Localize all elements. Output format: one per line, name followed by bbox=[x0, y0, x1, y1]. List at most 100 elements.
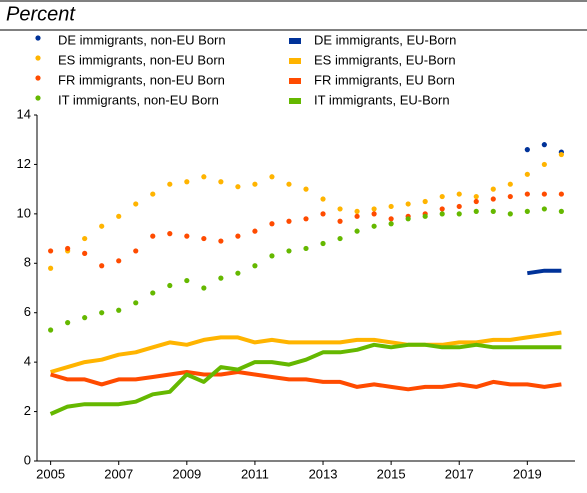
data-dot bbox=[422, 213, 428, 219]
data-dot bbox=[439, 206, 445, 212]
legend-marker bbox=[35, 35, 41, 41]
data-dot bbox=[252, 228, 258, 234]
data-dot bbox=[541, 142, 547, 148]
y-tick-label: 8 bbox=[24, 255, 31, 270]
data-dot bbox=[388, 221, 394, 227]
y-tick-label: 10 bbox=[17, 205, 31, 220]
legend-marker bbox=[289, 78, 301, 84]
data-dot bbox=[456, 211, 462, 217]
data-dot bbox=[133, 300, 139, 306]
data-dot bbox=[490, 208, 496, 214]
data-line bbox=[50, 330, 562, 374]
data-dot bbox=[320, 196, 326, 202]
data-dot bbox=[150, 290, 156, 296]
data-dot bbox=[371, 206, 377, 212]
data-dot bbox=[235, 184, 241, 190]
y-tick-label: 4 bbox=[24, 354, 31, 369]
data-dot bbox=[99, 223, 105, 229]
data-dot bbox=[167, 282, 173, 289]
data-dot bbox=[167, 231, 173, 237]
data-line bbox=[50, 370, 562, 392]
data-dot bbox=[65, 320, 71, 326]
data-dot bbox=[133, 201, 139, 207]
data-dot bbox=[541, 161, 547, 168]
legend-label: ES immigrants, non-EU Born bbox=[58, 52, 225, 67]
data-dot bbox=[150, 191, 156, 197]
data-dot bbox=[388, 216, 394, 222]
data-dot bbox=[320, 240, 326, 247]
data-dot bbox=[150, 233, 156, 239]
data-dot bbox=[116, 213, 122, 219]
data-dot bbox=[405, 216, 411, 222]
data-dot bbox=[473, 198, 479, 205]
data-dot bbox=[184, 179, 190, 185]
data-dot bbox=[371, 211, 377, 217]
y-tick-label: 14 bbox=[17, 106, 31, 121]
data-dot bbox=[235, 233, 241, 239]
x-tick-label: 2013 bbox=[309, 466, 338, 481]
data-dot bbox=[82, 250, 88, 256]
x-tick-label: 2017 bbox=[445, 466, 474, 481]
data-dot bbox=[507, 211, 513, 217]
data-dot bbox=[116, 307, 122, 313]
data-dot bbox=[303, 216, 309, 222]
legend-label: FR immigrants, EU Born bbox=[314, 72, 455, 87]
data-dot bbox=[473, 193, 479, 200]
y-tick-label: 6 bbox=[24, 304, 31, 319]
data-dot bbox=[507, 181, 513, 187]
data-dot bbox=[48, 327, 54, 333]
data-dot bbox=[439, 193, 445, 200]
data-dot bbox=[388, 203, 394, 210]
data-dot bbox=[184, 233, 190, 239]
x-tick-label: 2005 bbox=[36, 466, 65, 481]
data-dot bbox=[286, 181, 292, 187]
data-dot bbox=[422, 198, 428, 205]
data-dot bbox=[48, 265, 54, 271]
data-line bbox=[527, 268, 562, 276]
y-tick-label: 0 bbox=[24, 452, 31, 467]
data-dot bbox=[167, 181, 173, 187]
data-dot bbox=[269, 253, 275, 259]
x-tick-label: 2019 bbox=[513, 466, 542, 481]
legend-label: IT immigrants, non-EU Born bbox=[58, 92, 219, 107]
data-dot bbox=[524, 147, 530, 153]
data-dot bbox=[269, 221, 275, 227]
data-dot bbox=[473, 208, 479, 214]
data-dot bbox=[218, 179, 224, 185]
data-dot bbox=[337, 235, 343, 242]
data-dot bbox=[99, 263, 105, 269]
data-dot bbox=[558, 208, 564, 214]
data-dot bbox=[371, 223, 377, 229]
data-dot bbox=[99, 310, 105, 316]
data-dot bbox=[218, 238, 224, 244]
legend-label: DE immigrants, non-EU Born bbox=[58, 32, 226, 47]
chart-title: Percent bbox=[6, 3, 76, 25]
legend-label: FR immigrants, non-EU Born bbox=[58, 72, 225, 87]
data-dot bbox=[354, 213, 360, 219]
legend-marker bbox=[289, 98, 301, 104]
data-dot bbox=[337, 218, 343, 224]
data-dot bbox=[456, 203, 462, 210]
data-dot bbox=[201, 235, 207, 242]
data-dot bbox=[286, 218, 292, 224]
data-dot bbox=[439, 211, 445, 217]
data-dot bbox=[303, 186, 309, 192]
legend-marker bbox=[289, 38, 301, 44]
data-dot bbox=[269, 174, 275, 180]
data-dot bbox=[558, 191, 564, 197]
legend-marker bbox=[35, 95, 41, 101]
data-dot bbox=[337, 206, 343, 212]
data-dot bbox=[133, 248, 139, 254]
x-tick-label: 2015 bbox=[377, 466, 406, 481]
legend-marker bbox=[35, 75, 41, 81]
data-dot bbox=[320, 211, 326, 217]
data-dot bbox=[82, 235, 88, 242]
legend-label: IT immigrants, EU-Born bbox=[314, 92, 450, 107]
data-dot bbox=[524, 191, 530, 197]
data-dot bbox=[82, 315, 88, 321]
legend-marker bbox=[289, 58, 301, 64]
x-tick-label: 2009 bbox=[172, 466, 201, 481]
y-tick-label: 2 bbox=[24, 403, 31, 418]
data-dot bbox=[303, 245, 309, 252]
legend-label: ES immigrants, EU-Born bbox=[314, 52, 456, 67]
